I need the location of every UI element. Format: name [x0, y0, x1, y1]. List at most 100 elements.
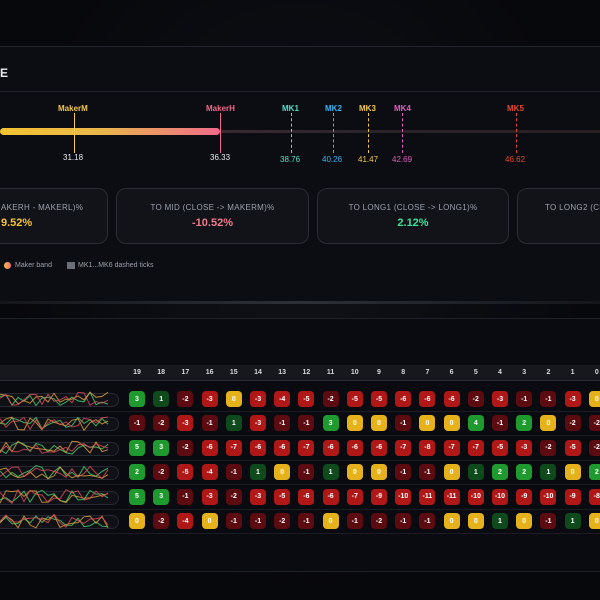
heatmap-cell[interactable]: -5	[274, 488, 291, 505]
heatmap-cell[interactable]: -1	[540, 513, 557, 529]
heatmap-cell[interactable]: -7	[346, 488, 363, 505]
heatmap-cell[interactable]: -4	[274, 391, 291, 407]
heatmap-cell[interactable]: 4	[467, 415, 484, 432]
heatmap-cell[interactable]: -3	[250, 415, 266, 432]
heatmap-cell[interactable]: 0	[201, 513, 218, 529]
heatmap-cell[interactable]: -7	[225, 439, 242, 456]
heatmap-cell[interactable]: -9	[564, 488, 581, 505]
heatmap-cell[interactable]: -10	[395, 488, 412, 505]
heatmap-cell[interactable]: -3	[250, 391, 266, 407]
heatmap-cell[interactable]: -7	[298, 439, 315, 456]
heatmap-cell[interactable]: 1	[225, 415, 242, 432]
heatmap-cell[interactable]: 0	[540, 415, 557, 432]
heatmap-cell[interactable]: 1	[153, 391, 170, 407]
heatmap-cell[interactable]: -1	[201, 415, 218, 432]
heatmap-cell[interactable]: 0	[225, 391, 242, 407]
column-header[interactable]: 15	[229, 369, 238, 376]
heatmap-cell[interactable]: -3	[516, 439, 533, 456]
heatmap-cell[interactable]: -9	[371, 488, 387, 505]
heatmap-cell[interactable]: -6	[346, 439, 363, 456]
heatmap-cell[interactable]: 0	[129, 513, 145, 529]
heatmap-cell[interactable]: -8	[419, 439, 436, 456]
heatmap-cell[interactable]: -3	[564, 391, 581, 407]
heatmap-cell[interactable]: -6	[322, 439, 339, 456]
heatmap-cell[interactable]: -8	[588, 488, 600, 505]
heatmap-cell[interactable]: -1	[225, 513, 242, 529]
heatmap-cell[interactable]: 0	[443, 464, 460, 481]
heatmap-cell[interactable]: -6	[419, 391, 436, 407]
column-header[interactable]: 1	[570, 369, 575, 376]
heatmap-cell[interactable]: -2	[540, 439, 557, 456]
heatmap-cell[interactable]: -7	[443, 439, 460, 456]
heatmap-cell[interactable]: -2	[564, 415, 581, 432]
heatmap-cell[interactable]: -11	[443, 488, 460, 505]
heatmap-cell[interactable]: -6	[322, 488, 339, 505]
heatmap-cell[interactable]: -6	[201, 439, 218, 456]
heatmap-cell[interactable]: -5	[371, 391, 387, 407]
heatmap-cell[interactable]: 0	[588, 391, 600, 407]
heatmap-cell[interactable]: -9	[516, 488, 533, 505]
heatmap-cell[interactable]: 0	[588, 513, 600, 529]
heatmap-cell[interactable]: -6	[395, 391, 412, 407]
heatmap-cell[interactable]: 0	[322, 513, 339, 529]
heatmap-cell[interactable]: 1	[564, 513, 581, 529]
heatmap-cell[interactable]: 0	[346, 415, 363, 432]
column-header[interactable]: 17	[181, 369, 190, 376]
column-header[interactable]: 14	[254, 369, 262, 376]
heatmap-cell[interactable]: -5	[492, 439, 508, 456]
heatmap-cell[interactable]: 0	[467, 513, 484, 529]
heatmap-cell[interactable]: -1	[419, 513, 436, 529]
heatmap-cell[interactable]: -10	[492, 488, 508, 505]
heatmap-cell[interactable]: -2	[177, 439, 194, 456]
heatmap-cell[interactable]: -1	[395, 415, 412, 432]
heatmap-cell[interactable]: -2	[322, 391, 339, 407]
column-header[interactable]: 9	[377, 369, 381, 376]
heatmap-cell[interactable]: -6	[371, 439, 387, 456]
heatmap-cell[interactable]: -2	[225, 488, 242, 505]
heatmap-cell[interactable]: -2	[274, 513, 291, 529]
heatmap-cell[interactable]: -1	[250, 513, 266, 529]
heatmap-cell[interactable]: -1	[492, 415, 508, 432]
heatmap-cell[interactable]: 3	[129, 391, 145, 407]
heatmap-cell[interactable]: 2	[492, 464, 508, 481]
heatmap-cell[interactable]: 1	[540, 464, 557, 481]
heatmap-cell[interactable]: -5	[346, 391, 363, 407]
heatmap-cell[interactable]: -1	[346, 513, 363, 529]
heatmap-cell[interactable]: -6	[443, 391, 460, 407]
column-header[interactable]: 16	[205, 369, 214, 376]
heatmap-cell[interactable]: -3	[201, 391, 218, 407]
heatmap-cell[interactable]: -1	[395, 464, 412, 481]
heatmap-cell[interactable]: -7	[395, 439, 412, 456]
heatmap-cell[interactable]: 5	[129, 439, 145, 456]
heatmap-cell[interactable]: 1	[322, 464, 339, 481]
heatmap-cell[interactable]: -5	[564, 439, 581, 456]
heatmap-cell[interactable]: -2	[177, 391, 194, 407]
column-header[interactable]: 19	[133, 369, 141, 376]
heatmap-cell[interactable]: -1	[129, 415, 145, 432]
heatmap-cell[interactable]: 3	[153, 439, 170, 456]
heatmap-cell[interactable]: -2	[588, 439, 600, 456]
heatmap-cell[interactable]: -5	[298, 391, 315, 407]
heatmap-cell[interactable]: -3	[250, 488, 266, 505]
heatmap-cell[interactable]: -11	[419, 488, 436, 505]
column-header[interactable]: 12	[302, 369, 311, 376]
heatmap-cell[interactable]: -3	[201, 488, 218, 505]
heatmap-cell[interactable]: -1	[177, 488, 194, 505]
heatmap-cell[interactable]: 0	[443, 513, 460, 529]
heatmap-cell[interactable]: -6	[250, 439, 266, 456]
column-header[interactable]: 13	[278, 369, 287, 376]
heatmap-cell[interactable]: 0	[443, 415, 460, 432]
heatmap-cell[interactable]: -2	[467, 391, 484, 407]
column-header[interactable]: 4	[498, 369, 502, 376]
heatmap-cell[interactable]: 5	[129, 488, 145, 505]
heatmap-cell[interactable]: -4	[177, 513, 194, 529]
heatmap-cell[interactable]: 2	[516, 415, 533, 432]
heatmap-cell[interactable]: 1	[250, 464, 266, 481]
heatmap-cell[interactable]: 2	[516, 464, 533, 481]
heatmap-cell[interactable]: 0	[419, 415, 436, 432]
column-header[interactable]: 11	[326, 369, 335, 376]
heatmap-cell[interactable]: 1	[467, 464, 484, 481]
heatmap-cell[interactable]: -1	[298, 513, 315, 529]
heatmap-cell[interactable]: 0	[371, 464, 387, 481]
heatmap-cell[interactable]: -10	[540, 488, 557, 505]
